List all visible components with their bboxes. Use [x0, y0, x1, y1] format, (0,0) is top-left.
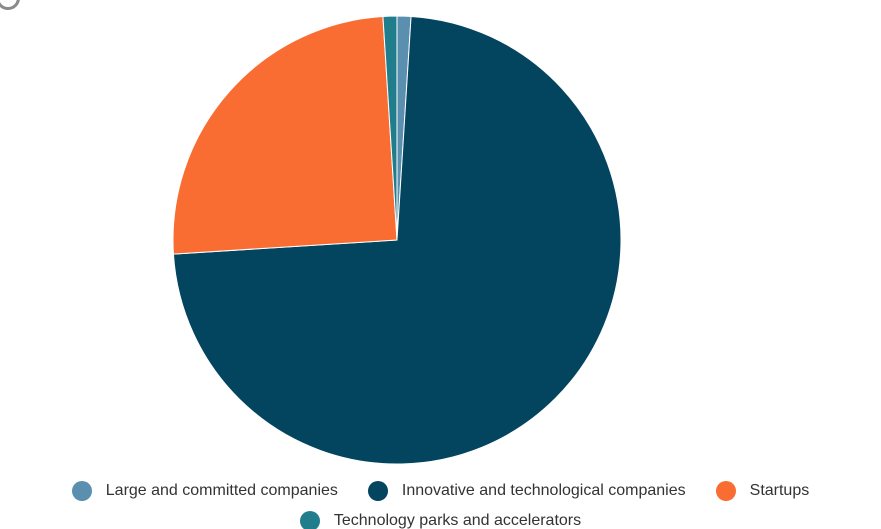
legend-second-row: Technology parks and accelerators	[0, 511, 881, 529]
legend-swatch	[71, 481, 92, 501]
legend-label: Large and committed companies	[105, 482, 338, 499]
legend-item-technology-parks[interactable]: Technology parks and accelerators	[299, 511, 582, 529]
pie-chart	[172, 15, 622, 465]
legend-label: Innovative and technological companies	[401, 482, 686, 499]
pie-slice-technology-parks-and-accelerators[interactable]	[382, 15, 398, 241]
pie-slice-startups[interactable]	[172, 15, 398, 255]
legend-item-innovative-companies[interactable]: Innovative and technological companies	[367, 481, 686, 501]
legend-label: Technology parks and accelerators	[333, 512, 582, 529]
legend-item-startups[interactable]: Startups	[715, 481, 810, 501]
legend-swatch	[715, 481, 736, 501]
legend-swatch	[299, 511, 320, 529]
legend-swatch	[367, 481, 388, 501]
pie-slices	[172, 15, 622, 465]
legend-item-large-companies[interactable]: Large and committed companies	[71, 481, 338, 501]
legend: Large and committed companies Innovative…	[0, 481, 881, 501]
legend-label: Startups	[749, 482, 810, 499]
